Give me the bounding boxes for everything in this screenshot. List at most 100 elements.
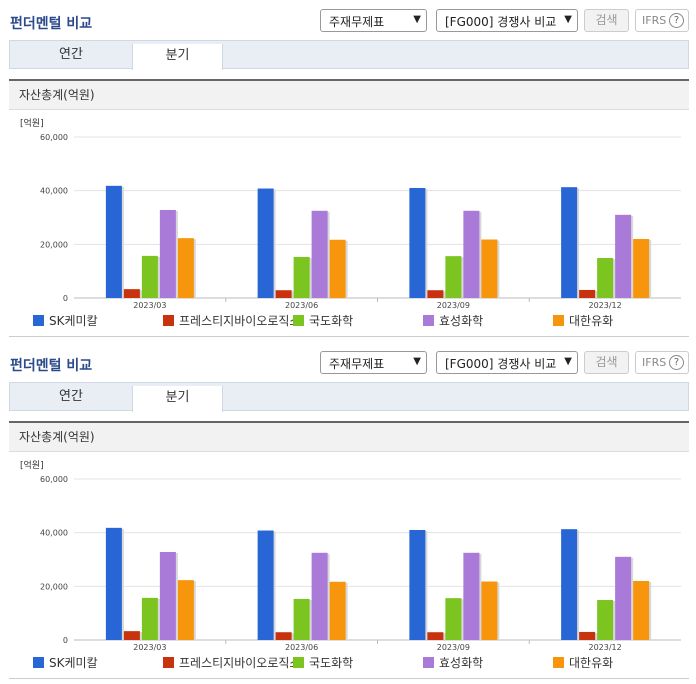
bar[interactable] bbox=[123, 631, 140, 640]
chevron-down-icon: ▼ bbox=[413, 14, 421, 25]
bar[interactable] bbox=[597, 600, 614, 640]
bar[interactable] bbox=[445, 256, 462, 298]
ifrs-label: IFRS bbox=[642, 14, 667, 27]
fundamental-panel: 펀더멘털 비교 주재무제표 ▼ [FG000] 경쟁사 비교 ▼ 검색 IFRS? … bbox=[0, 0, 696, 337]
help-icon: ? bbox=[669, 355, 684, 370]
fundamental-panel: 펀더멘털 비교 주재무제표 ▼ [FG000] 경쟁사 비교 ▼ 검색 IFRS? … bbox=[0, 342, 696, 684]
legend-label: 대한유화 bbox=[569, 656, 614, 670]
bar[interactable] bbox=[427, 632, 444, 640]
bar[interactable] bbox=[311, 552, 328, 640]
x-tick-label: 2023/09 bbox=[437, 643, 470, 652]
legend-label: 프레스티지바이오로직스 bbox=[179, 314, 301, 328]
y-unit-label: [억원] bbox=[20, 459, 44, 471]
chart-legend: SK케미칼 프레스티지바이오로직스 국도화학 효성화학 대한유화 bbox=[0, 654, 696, 674]
legend-item[interactable]: 대한유화 bbox=[553, 654, 613, 671]
legend-swatch bbox=[423, 657, 434, 668]
bar[interactable] bbox=[615, 556, 632, 640]
period-tabs: 연간 분기 bbox=[9, 382, 689, 412]
legend-item[interactable]: SK케미칼 bbox=[33, 654, 98, 671]
y-tick-label: 0 bbox=[63, 636, 68, 645]
legend-item[interactable]: 대한유화 bbox=[553, 312, 613, 329]
bar[interactable] bbox=[159, 209, 176, 298]
search-button[interactable]: 검색 bbox=[584, 351, 629, 374]
bar[interactable] bbox=[311, 210, 328, 298]
bar[interactable] bbox=[445, 598, 462, 640]
bar[interactable] bbox=[409, 529, 426, 640]
bar[interactable] bbox=[579, 631, 596, 640]
bar[interactable] bbox=[561, 187, 578, 298]
bar[interactable] bbox=[329, 239, 346, 298]
bar[interactable] bbox=[105, 185, 122, 298]
peer-group-value: [FG000] 경쟁사 비교 bbox=[445, 357, 557, 371]
bar[interactable] bbox=[615, 214, 632, 298]
legend-item[interactable]: 효성화학 bbox=[423, 312, 483, 329]
x-tick-label: 2023/06 bbox=[285, 643, 318, 652]
tab-annual[interactable]: 연간 bbox=[59, 47, 83, 62]
statement-type-select[interactable]: 주재무제표 ▼ bbox=[320, 351, 427, 374]
ifrs-help-button[interactable]: IFRS? bbox=[635, 351, 689, 374]
bar[interactable] bbox=[141, 597, 158, 640]
panel-header: 펀더멘털 비교 주재무제표 ▼ [FG000] 경쟁사 비교 ▼ 검색 IFRS? bbox=[0, 0, 696, 40]
divider bbox=[9, 336, 689, 337]
x-tick-label: 2023/03 bbox=[133, 643, 166, 652]
y-tick-label: 20,000 bbox=[40, 240, 68, 249]
chevron-down-icon: ▼ bbox=[413, 356, 421, 367]
bar[interactable] bbox=[427, 290, 444, 298]
bar[interactable] bbox=[159, 551, 176, 640]
statement-type-value: 주재무제표 bbox=[329, 357, 385, 371]
bar[interactable] bbox=[633, 238, 650, 298]
bar[interactable] bbox=[257, 530, 274, 640]
bar[interactable] bbox=[275, 632, 292, 640]
bar[interactable] bbox=[177, 238, 194, 298]
bar[interactable] bbox=[105, 527, 122, 640]
y-tick-label: 40,000 bbox=[40, 529, 68, 538]
legend-item[interactable]: 효성화학 bbox=[423, 654, 483, 671]
legend-item[interactable]: 국도화학 bbox=[293, 654, 353, 671]
bar[interactable] bbox=[481, 239, 498, 298]
y-tick-label: 20,000 bbox=[40, 582, 68, 591]
bar[interactable] bbox=[257, 188, 274, 298]
legend-item[interactable]: SK케미칼 bbox=[33, 312, 98, 329]
bar[interactable] bbox=[275, 290, 292, 298]
legend-item[interactable]: 프레스티지바이오로직스 bbox=[163, 312, 300, 329]
x-tick-label: 2023/12 bbox=[589, 643, 622, 652]
statement-type-value: 주재무제표 bbox=[329, 15, 385, 29]
tab-annual[interactable]: 연간 bbox=[59, 389, 83, 404]
legend-label: SK케미칼 bbox=[49, 314, 98, 328]
peer-group-select[interactable]: [FG000] 경쟁사 비교 ▼ bbox=[436, 9, 578, 32]
x-tick-label: 2023/12 bbox=[589, 301, 622, 310]
legend-label: 대한유화 bbox=[569, 314, 614, 328]
tab-quarterly[interactable]: 분기 bbox=[132, 386, 223, 412]
bar[interactable] bbox=[633, 580, 650, 640]
legend-item[interactable]: 국도화학 bbox=[293, 312, 353, 329]
legend-swatch bbox=[33, 315, 44, 326]
bar-chart: [억원] 60,000 40,000 20,000 0 2023/03 2023/06 202… bbox=[20, 459, 681, 652]
bar[interactable] bbox=[123, 289, 140, 298]
help-icon: ? bbox=[669, 13, 684, 28]
legend-label: 효성화학 bbox=[439, 656, 484, 670]
bar[interactable] bbox=[463, 210, 480, 298]
bar[interactable] bbox=[597, 258, 614, 298]
bar[interactable] bbox=[561, 529, 578, 640]
ifrs-label: IFRS bbox=[642, 356, 667, 369]
x-tick-label: 2023/03 bbox=[133, 301, 166, 310]
legend-swatch bbox=[293, 657, 304, 668]
legend-swatch bbox=[293, 315, 304, 326]
bar[interactable] bbox=[293, 598, 310, 640]
y-tick-label: 60,000 bbox=[40, 133, 68, 142]
legend-item[interactable]: 프레스티지바이오로직스 bbox=[163, 654, 300, 671]
bar[interactable] bbox=[481, 581, 498, 640]
bar[interactable] bbox=[329, 581, 346, 640]
tab-quarterly[interactable]: 분기 bbox=[132, 44, 223, 70]
bar[interactable] bbox=[177, 580, 194, 640]
legend-swatch bbox=[163, 657, 174, 668]
bar[interactable] bbox=[579, 289, 596, 298]
bar[interactable] bbox=[141, 255, 158, 298]
bar[interactable] bbox=[409, 187, 426, 298]
ifrs-help-button[interactable]: IFRS? bbox=[635, 9, 689, 32]
peer-group-select[interactable]: [FG000] 경쟁사 비교 ▼ bbox=[436, 351, 578, 374]
statement-type-select[interactable]: 주재무제표 ▼ bbox=[320, 9, 427, 32]
bar[interactable] bbox=[463, 552, 480, 640]
bar[interactable] bbox=[293, 256, 310, 298]
search-button[interactable]: 검색 bbox=[584, 9, 629, 32]
